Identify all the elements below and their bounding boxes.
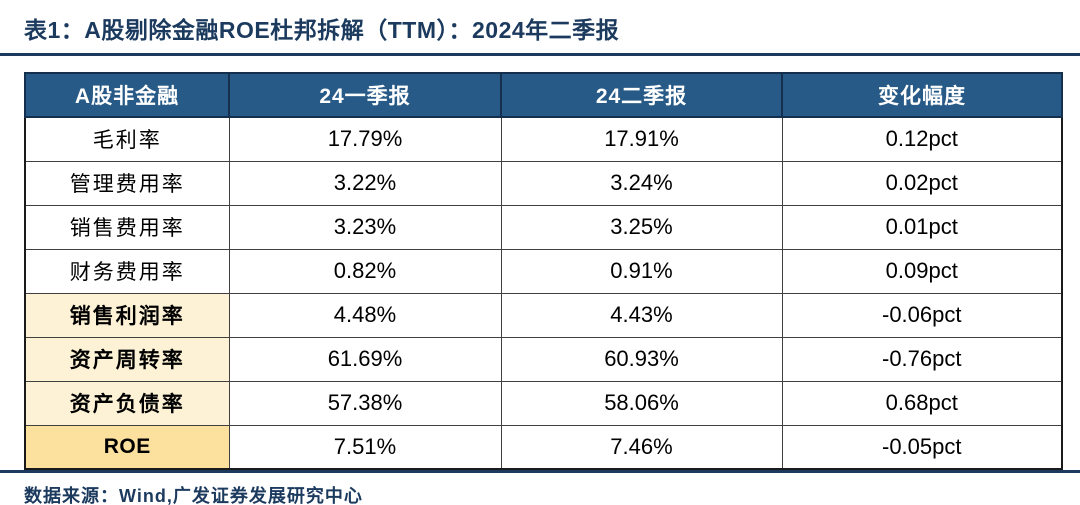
row-value-q1: 0.82% (228, 248, 502, 294)
row-value-q1: 17.79% (228, 116, 502, 162)
row-value-q2: 0.91% (500, 248, 783, 294)
table-row: 管理费用率 3.22% 3.24% 0.02pct (24, 160, 1063, 206)
column-header-q1: 24一季报 (228, 72, 502, 118)
data-source: 数据来源：Wind,广发证券发展研究中心 (24, 486, 363, 505)
table-row: 资产负债率 57.38% 58.06% 0.68pct (24, 380, 1063, 426)
row-label: ROE (24, 424, 230, 470)
row-value-q1: 7.51% (228, 424, 502, 470)
row-value-q2: 3.24% (500, 160, 783, 206)
row-value-q2: 4.43% (500, 292, 783, 338)
row-value-q2: 17.91% (500, 116, 783, 162)
table-row: 资产周转率 61.69% 60.93% -0.76pct (24, 336, 1063, 382)
table-row: 毛利率 17.79% 17.91% 0.12pct (24, 116, 1063, 162)
row-label: 毛利率 (24, 116, 230, 162)
row-value-change: 0.12pct (781, 116, 1063, 162)
roe-dupont-table: A股非金融 24一季报 24二季报 变化幅度 毛利率 17.79% 17.91% 0.… (24, 72, 1063, 470)
row-value-q2: 60.93% (500, 336, 783, 382)
row-label: 销售利润率 (24, 292, 230, 338)
column-header-metric: A股非金融 (24, 72, 230, 118)
table-title: 表1：A股剔除金融ROE杜邦拆解（TTM）：2024年二季报 (24, 17, 620, 43)
row-value-q1: 3.23% (228, 204, 502, 250)
row-label: 管理费用率 (24, 160, 230, 206)
row-value-q1: 3.22% (228, 160, 502, 206)
table-body: 毛利率 17.79% 17.91% 0.12pct 管理费用率 3.22% 3.24% 0.0… (24, 116, 1063, 470)
title-divider (0, 53, 1080, 56)
row-label: 销售费用率 (24, 204, 230, 250)
table-header-row: A股非金融 24一季报 24二季报 变化幅度 (24, 72, 1063, 118)
row-value-change: -0.06pct (781, 292, 1063, 338)
row-value-q2: 58.06% (500, 380, 783, 426)
row-label: 资产负债率 (24, 380, 230, 426)
row-value-q1: 61.69% (228, 336, 502, 382)
row-value-change: -0.76pct (781, 336, 1063, 382)
row-value-change: 0.09pct (781, 248, 1063, 294)
column-header-change: 变化幅度 (781, 72, 1063, 118)
row-value-q2: 7.46% (500, 424, 783, 470)
table-row: 财务费用率 0.82% 0.91% 0.09pct (24, 248, 1063, 294)
row-value-q1: 4.48% (228, 292, 502, 338)
row-label: 财务费用率 (24, 248, 230, 294)
column-header-q2: 24二季报 (500, 72, 783, 118)
table-row: 销售费用率 3.23% 3.25% 0.01pct (24, 204, 1063, 250)
table-row: 销售利润率 4.48% 4.43% -0.06pct (24, 292, 1063, 338)
row-value-change: 0.02pct (781, 160, 1063, 206)
row-value-q1: 57.38% (228, 380, 502, 426)
table-row: ROE 7.51% 7.46% -0.05pct (24, 424, 1063, 470)
row-value-change: 0.01pct (781, 204, 1063, 250)
row-value-change: 0.68pct (781, 380, 1063, 426)
row-value-change: -0.05pct (781, 424, 1063, 470)
table-bottom-divider (0, 470, 1080, 473)
row-label: 资产周转率 (24, 336, 230, 382)
row-value-q2: 3.25% (500, 204, 783, 250)
